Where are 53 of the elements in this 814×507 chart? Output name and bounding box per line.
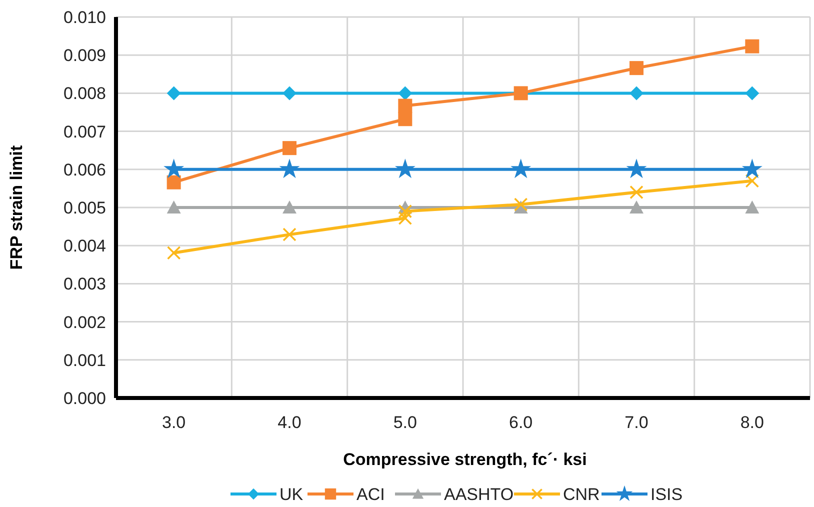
- x-tick-label: 6.0: [509, 413, 533, 432]
- point: [745, 39, 760, 54]
- y-tick-label: 0.006: [63, 160, 106, 180]
- point: [745, 86, 760, 100]
- legend-label: ACI: [356, 484, 385, 504]
- point: [166, 175, 181, 190]
- point: [630, 86, 644, 100]
- point: [398, 112, 412, 126]
- point: [164, 158, 184, 178]
- legend-label: CNR: [563, 484, 600, 504]
- y-tick-label: 0.002: [63, 312, 106, 332]
- point: [630, 61, 644, 76]
- point: [745, 200, 760, 214]
- y-tick-label: 0.008: [63, 84, 106, 104]
- x-tick-label: 8.0: [740, 413, 764, 432]
- point: [745, 174, 760, 188]
- point: [282, 200, 296, 214]
- point: [166, 86, 181, 100]
- point: [166, 200, 181, 214]
- y-tick-label: 0.005: [63, 198, 106, 218]
- y-tick-label: 0.009: [63, 46, 106, 66]
- point: [514, 86, 528, 100]
- y-tick-label: 0.003: [63, 274, 106, 294]
- point: [510, 158, 532, 178]
- point: [630, 200, 644, 214]
- x-tick-label: 7.0: [624, 413, 648, 432]
- x-tick-label: 3.0: [162, 413, 186, 432]
- point: [282, 86, 296, 100]
- y-axis-title: FRP strain limit: [7, 144, 26, 270]
- point: [279, 158, 300, 178]
- point: [398, 204, 412, 218]
- point: [742, 158, 762, 178]
- point: [282, 228, 296, 242]
- point: [394, 158, 416, 178]
- point: [626, 158, 647, 178]
- point: [398, 211, 412, 226]
- y-tick-label: 0.000: [63, 388, 106, 408]
- point: [282, 141, 296, 156]
- legend-label: UK: [280, 484, 304, 504]
- x-tick-label: 5.0: [393, 413, 417, 432]
- y-tick-label: 0.007: [63, 122, 106, 142]
- x-axis-title: Compressive strength, fc´· ksi: [343, 450, 587, 469]
- point: [514, 198, 528, 212]
- point: [398, 98, 412, 113]
- legend-label: AASHTO: [444, 484, 514, 504]
- x-tick-label: 4.0: [278, 413, 302, 432]
- y-tick-label: 0.010: [63, 8, 106, 27]
- point: [630, 185, 644, 200]
- y-tick-label: 0.001: [63, 350, 106, 370]
- y-tick-label: 0.004: [63, 236, 106, 256]
- point: [166, 246, 181, 260]
- point: [398, 86, 412, 100]
- legend-label: ISIS: [650, 484, 683, 504]
